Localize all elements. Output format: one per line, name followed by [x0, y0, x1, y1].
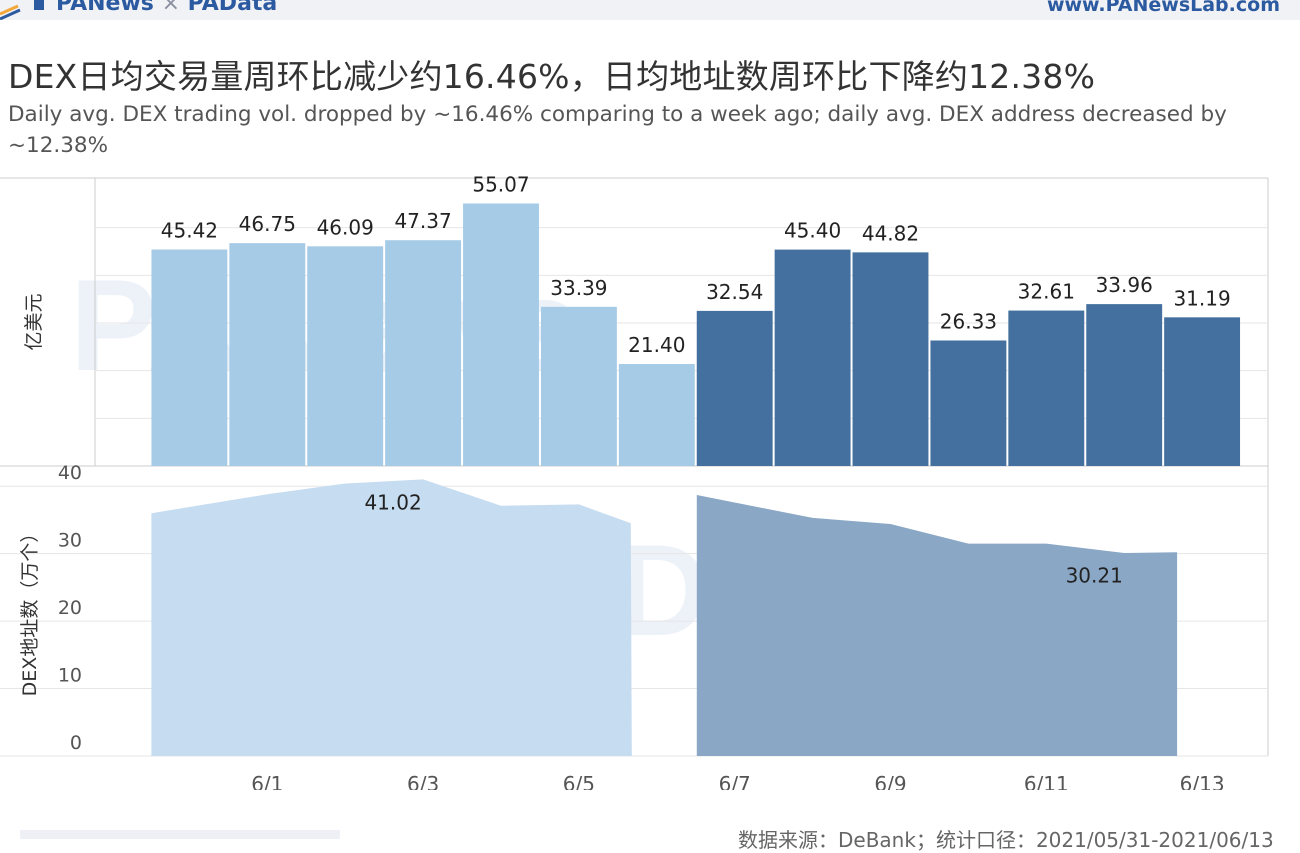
bar-value-label: 44.82 [862, 221, 919, 245]
x-tick-label: 6/9 [874, 772, 906, 790]
week1-address-area [151, 479, 632, 756]
volume-bar [1008, 310, 1085, 466]
top-brand-bar: PANews × PAData www.PANewsLab.com [0, 0, 1300, 20]
volume-bar [696, 310, 773, 466]
week2-address-area [696, 495, 1178, 756]
x-tick-label: 6/13 [1180, 772, 1225, 790]
bar-value-label: 55.07 [472, 172, 529, 196]
x-tick-label: 6/3 [407, 772, 439, 790]
volume-bar [852, 252, 929, 466]
footer-strip [20, 830, 340, 839]
volume-bar [774, 249, 851, 466]
bar-value-label: 45.42 [161, 218, 218, 242]
area-y-tick-label: 30 [58, 530, 82, 552]
x-tick-label: 6/11 [1024, 772, 1069, 790]
bar-value-label: 26.33 [940, 309, 997, 333]
bar-value-label: 33.39 [550, 276, 607, 300]
area-y-tick-label: 20 [58, 597, 82, 619]
brand-separator: × [161, 0, 180, 16]
volume-bar [307, 246, 384, 466]
brand-panews: PANews [56, 0, 154, 16]
bar-value-label: 31.19 [1173, 286, 1230, 310]
volume-bar [540, 306, 617, 466]
area-y-tick-label: 10 [58, 665, 82, 687]
volume-bar [618, 363, 695, 466]
volume-bar [930, 340, 1007, 466]
brand-padata: PAData [187, 0, 278, 16]
area-value-label: 30.21 [1066, 563, 1123, 587]
bar-value-label: 47.37 [394, 209, 451, 233]
area-value-label: 41.02 [364, 490, 421, 514]
bar-value-label: 46.75 [239, 212, 296, 236]
chart-subtitle: Daily avg. DEX trading vol. dropped by ~… [8, 102, 1227, 158]
volume-bar [385, 240, 462, 466]
panews-logo-icon [0, 0, 44, 20]
area-y-axis-label: DEX地址数（万个） [19, 524, 41, 697]
x-tick-label: 6/7 [719, 772, 751, 790]
volume-bar [463, 203, 539, 466]
site-url[interactable]: www.PANewsLab.com [1046, 0, 1280, 16]
bar-value-label: 32.54 [706, 280, 763, 304]
bar-value-label: 45.40 [784, 219, 841, 243]
x-tick-label: 6/5 [563, 772, 595, 790]
bar-value-label: 46.09 [317, 215, 374, 239]
dex-volume-address-chart: PANewsPAData45.4246.7546.0947.3755.0733.… [0, 172, 1269, 790]
volume-bar [151, 249, 228, 466]
bar-y-axis-label: 亿美元 [23, 293, 45, 350]
volume-bar [229, 243, 306, 466]
x-tick-label: 6/1 [251, 772, 283, 790]
area-y-tick-label: 0 [70, 732, 82, 754]
volume-bar [1164, 317, 1241, 466]
area-y-tick-label: 40 [58, 462, 82, 484]
brand-lockup: PANews × PAData [56, 0, 277, 16]
volume-bar [1086, 304, 1163, 466]
bar-value-label: 21.40 [628, 333, 685, 357]
bar-value-label: 33.96 [1096, 273, 1153, 297]
bar-value-label: 32.61 [1018, 280, 1075, 304]
chart-title: DEX日均交易量周环比减少约16.46%，日均地址数周环比下降约12.38% [8, 57, 1096, 96]
